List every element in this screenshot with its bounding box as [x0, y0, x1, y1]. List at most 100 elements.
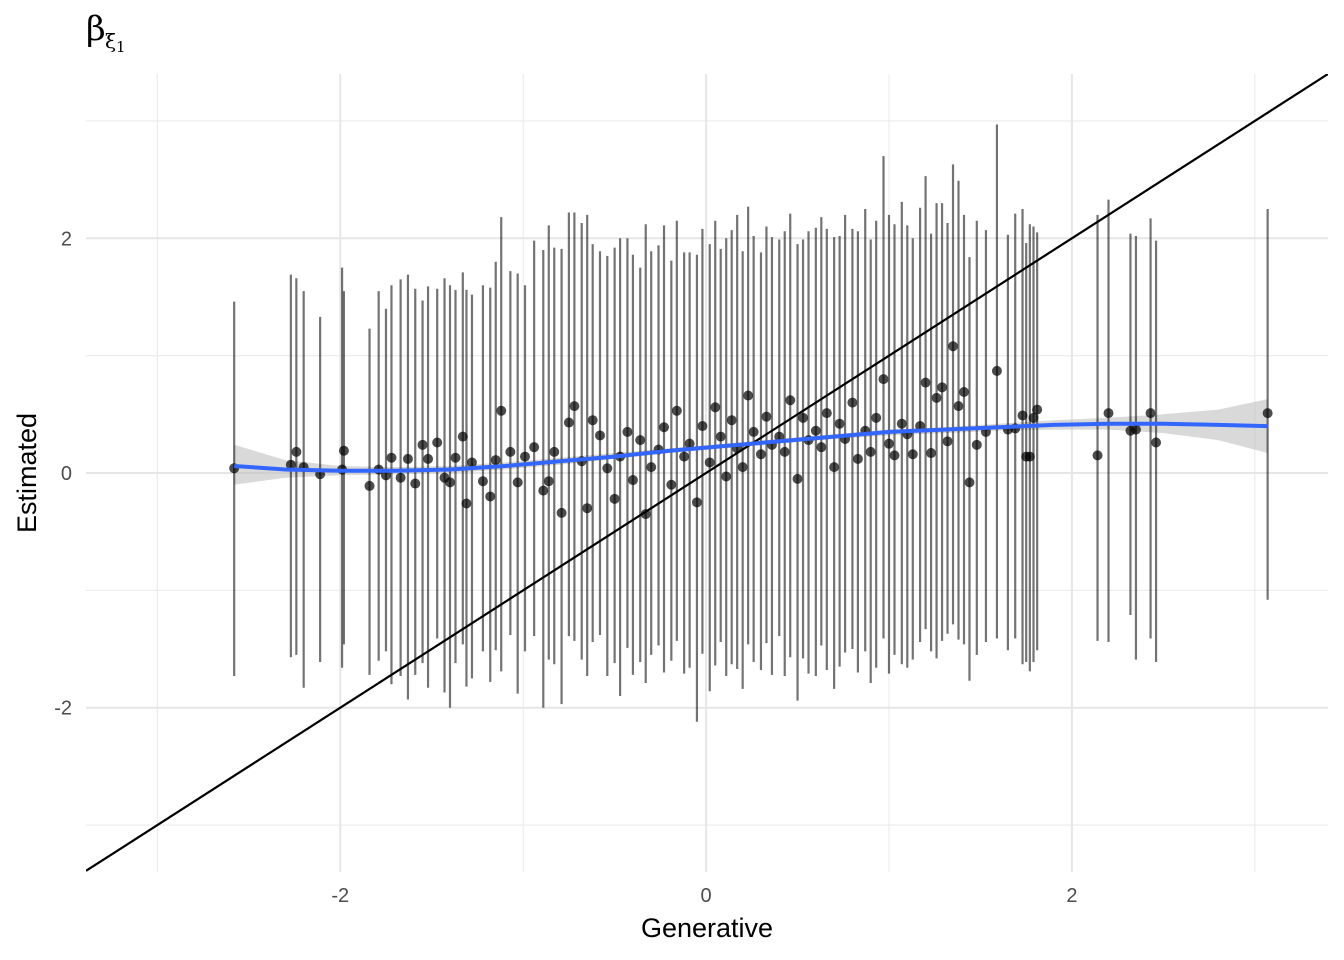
y-tick-label: 0 — [61, 463, 72, 485]
x-tick-label: 0 — [701, 885, 712, 907]
x-axis-title: Generative — [641, 913, 773, 943]
data-point — [1024, 451, 1035, 462]
data-point — [496, 405, 507, 416]
data-point — [395, 472, 406, 483]
data-point — [1151, 437, 1162, 448]
data-point — [816, 442, 827, 453]
data-point — [792, 473, 803, 484]
y-tick-label: 2 — [61, 228, 72, 250]
data-point — [432, 437, 443, 448]
data-point — [450, 452, 461, 463]
data-point — [748, 426, 759, 437]
data-point — [726, 415, 737, 426]
data-point — [810, 425, 821, 436]
data-point — [721, 471, 732, 482]
data-point — [1145, 408, 1156, 419]
data-point — [785, 395, 796, 406]
data-point — [627, 475, 638, 486]
data-point — [445, 477, 456, 488]
data-point — [1032, 404, 1043, 415]
data-point — [549, 446, 560, 457]
data-point — [878, 374, 889, 385]
y-axis-title: Estimated — [12, 413, 42, 533]
data-point — [991, 365, 1002, 376]
y-axis-tick-labels: -2 0 2 — [54, 228, 72, 719]
data-point — [291, 446, 302, 457]
data-point — [697, 421, 708, 432]
data-point — [556, 507, 567, 518]
data-point — [671, 405, 682, 416]
data-point — [779, 446, 790, 457]
data-point — [1092, 450, 1103, 461]
identity-line — [86, 74, 1328, 872]
x-axis-tick-labels: -2 0 2 — [331, 885, 1077, 907]
data-point — [640, 509, 651, 520]
data-point — [715, 431, 726, 442]
x-tick-label: -2 — [331, 885, 349, 907]
data-point — [1028, 412, 1039, 423]
data-point — [285, 459, 296, 470]
data-point — [829, 462, 840, 473]
data-point — [569, 401, 580, 412]
data-point — [679, 451, 690, 462]
data-point — [1103, 408, 1114, 419]
data-point — [587, 415, 598, 426]
data-point — [953, 401, 964, 412]
y-tick-label: -2 — [54, 698, 72, 720]
data-point — [931, 392, 942, 403]
data-point — [907, 449, 918, 460]
data-point — [684, 438, 695, 449]
data-point — [602, 463, 613, 474]
data-point — [659, 422, 670, 433]
data-point — [834, 418, 845, 429]
data-point — [926, 448, 937, 459]
data-point — [666, 479, 677, 490]
data-point — [1017, 410, 1028, 421]
data-point — [485, 491, 496, 502]
data-point — [704, 457, 715, 468]
data-point — [380, 470, 391, 481]
data-point — [466, 457, 477, 468]
data-point — [646, 462, 657, 473]
smooth-trend-line — [234, 421, 1268, 473]
data-point — [920, 377, 931, 388]
data-point — [798, 412, 809, 423]
data-point — [937, 382, 948, 393]
chart-title-subsubscript: 1 — [116, 38, 126, 56]
data-point — [423, 453, 434, 464]
chart-title-main: β — [86, 9, 106, 49]
data-point — [896, 418, 907, 429]
x-tick-label: 2 — [1066, 885, 1077, 907]
data-point — [942, 436, 953, 447]
data-point — [364, 480, 375, 491]
data-point — [743, 390, 754, 401]
data-point — [821, 408, 832, 419]
data-point — [755, 449, 766, 460]
data-point — [386, 452, 397, 463]
data-point — [538, 485, 549, 496]
data-point — [543, 476, 554, 487]
data-point — [512, 477, 523, 488]
data-point — [710, 402, 721, 413]
data-point — [948, 341, 959, 352]
data-point — [519, 451, 530, 462]
data-point — [402, 453, 413, 464]
data-point — [529, 442, 540, 453]
data-point — [622, 426, 633, 437]
data-point — [582, 503, 593, 514]
data-point — [417, 439, 428, 450]
data-point — [761, 411, 772, 422]
data-point — [691, 497, 702, 508]
data-point — [338, 445, 349, 456]
data-point — [594, 430, 605, 441]
data-point — [737, 462, 748, 473]
data-point — [505, 446, 516, 457]
data-point — [461, 498, 472, 509]
data-point — [563, 417, 574, 428]
data-point — [477, 476, 488, 487]
data-point — [884, 438, 895, 449]
data-point — [889, 450, 900, 461]
chart-title-subscript: ξ — [105, 29, 116, 53]
data-point — [635, 435, 646, 446]
